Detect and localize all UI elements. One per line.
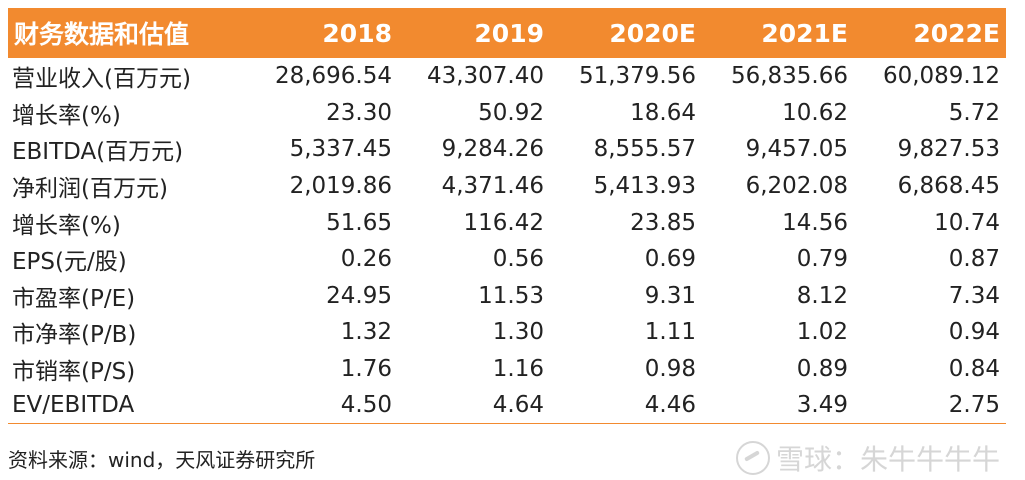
table-cell: 5,413.93 bbox=[593, 173, 696, 200]
row-label: 增长率(%) bbox=[12, 212, 121, 239]
table-cell: 9,457.05 bbox=[745, 136, 848, 163]
table-cell: 0.26 bbox=[340, 246, 392, 273]
row-label: 增长率(%) bbox=[12, 102, 121, 129]
table-cell: 0.89 bbox=[796, 356, 848, 383]
table-cell: 4,371.46 bbox=[441, 173, 544, 200]
table-cell: 0.69 bbox=[644, 246, 696, 273]
table-cell: 1.16 bbox=[492, 356, 544, 383]
table-footer: 资料来源：wind，天风证券研究所 雪球：朱牛牛牛牛 bbox=[8, 441, 1006, 476]
table-cell: 4.46 bbox=[550, 387, 702, 425]
row-label: 营业收入(百万元) bbox=[12, 66, 191, 93]
watermark: 雪球：朱牛牛牛牛 bbox=[735, 438, 1000, 478]
table-cell: 9,284.26 bbox=[441, 136, 544, 163]
header-cell-label: 财务数据和估值 bbox=[14, 20, 190, 49]
table-cell: 10.62 bbox=[782, 99, 848, 126]
row-label: EV/EBITDA bbox=[8, 387, 258, 425]
header-cell-2022e: 2022E bbox=[913, 18, 1000, 48]
table-cell: 0.87 bbox=[948, 246, 1000, 273]
table-cell: 2,019.86 bbox=[289, 173, 392, 200]
header-cell-2019: 2019 bbox=[474, 18, 544, 48]
table-cell: 1.02 bbox=[796, 319, 848, 346]
table-row: 营业收入(百万元) 28,696.54 43,307.40 51,379.56 56,8… bbox=[8, 58, 1006, 95]
table-cell: 1.30 bbox=[492, 319, 544, 346]
table-row: 增长率(%) 51.65 116.42 23.85 14.56 10.74 bbox=[8, 204, 1006, 241]
financial-data-table: 财务数据和估值 2018 2019 2020E 2021E 2022E 营业收入… bbox=[8, 8, 1006, 425]
table-cell: 0.56 bbox=[492, 246, 544, 273]
table-cell: 60,089.12 bbox=[882, 63, 1000, 90]
table-row: 市销率(P/S) 1.76 1.16 0.98 0.89 0.84 bbox=[8, 351, 1006, 388]
table-cell: 116.42 bbox=[463, 209, 544, 236]
watermark-text: 雪球：朱牛牛牛牛 bbox=[775, 443, 1000, 476]
header-cell-2021e: 2021E bbox=[761, 18, 848, 48]
table-row: 净利润(百万元) 2,019.86 4,371.46 5,413.93 6,202.08… bbox=[8, 168, 1006, 205]
table-cell: 9.31 bbox=[644, 282, 696, 309]
row-label: 市销率(P/S) bbox=[12, 359, 136, 386]
table-row: EBITDA(百万元) 5,337.45 9,284.26 8,555.57 9,457… bbox=[8, 131, 1006, 168]
table-cell: 1.11 bbox=[644, 319, 696, 346]
table-cell: 14.56 bbox=[782, 209, 848, 236]
table-cell: 23.85 bbox=[630, 209, 696, 236]
snowball-logo-icon bbox=[735, 441, 770, 475]
table-cell: 8.12 bbox=[796, 282, 848, 309]
row-label: 市净率(P/B) bbox=[12, 322, 137, 349]
table-cell: 0.84 bbox=[948, 356, 1000, 383]
table-cell: 5,337.45 bbox=[289, 136, 392, 163]
table-cell: 23.30 bbox=[326, 99, 392, 126]
table-cell: 6,202.08 bbox=[745, 173, 848, 200]
row-label: 净利润(百万元) bbox=[12, 176, 168, 203]
table-cell: 9,827.53 bbox=[897, 136, 1000, 163]
source-note: 资料来源：wind，天风证券研究所 bbox=[8, 448, 316, 472]
table-cell: 3.49 bbox=[702, 387, 854, 425]
table-cell: 50.92 bbox=[478, 99, 544, 126]
header-cell-2020e: 2020E bbox=[609, 18, 696, 48]
table-cell: 51.65 bbox=[326, 209, 392, 236]
table-cell: 43,307.40 bbox=[426, 63, 544, 90]
table-cell: 0.98 bbox=[644, 356, 696, 383]
row-label: 市盈率(P/E) bbox=[12, 285, 136, 312]
table-cell: 2.75 bbox=[854, 387, 1006, 425]
table-header-row: 财务数据和估值 2018 2019 2020E 2021E 2022E bbox=[8, 8, 1006, 58]
table-cell: 0.94 bbox=[948, 319, 1000, 346]
table-cell: 0.79 bbox=[796, 246, 848, 273]
table-cell: 5.72 bbox=[948, 99, 1000, 126]
table-row: 市盈率(P/E) 24.95 11.53 9.31 8.12 7.34 bbox=[8, 278, 1006, 315]
table-cell: 7.34 bbox=[948, 282, 1000, 309]
table-cell: 28,696.54 bbox=[274, 63, 392, 90]
table-cell: 24.95 bbox=[326, 282, 392, 309]
table-cell: 6,868.45 bbox=[897, 173, 1000, 200]
table-cell: 8,555.57 bbox=[593, 136, 696, 163]
table-cell: 51,379.56 bbox=[578, 63, 696, 90]
table-cell: 11.53 bbox=[478, 282, 544, 309]
table-row: EV/EBITDA 4.50 4.64 4.46 3.49 2.75 bbox=[8, 387, 1006, 425]
table-cell: 1.76 bbox=[340, 356, 392, 383]
table-cell: 4.64 bbox=[398, 387, 550, 425]
row-label: EBITDA(百万元) bbox=[12, 139, 184, 166]
table-cell: 18.64 bbox=[630, 99, 696, 126]
table-row: 增长率(%) 23.30 50.92 18.64 10.62 5.72 bbox=[8, 95, 1006, 132]
table-cell: 1.32 bbox=[340, 319, 392, 346]
row-label: EPS(元/股) bbox=[12, 249, 127, 276]
table-cell: 4.50 bbox=[258, 387, 398, 425]
header-cell-2018: 2018 bbox=[322, 18, 392, 48]
table-cell: 56,835.66 bbox=[730, 63, 848, 90]
table-row: EPS(元/股) 0.26 0.56 0.69 0.79 0.87 bbox=[8, 241, 1006, 278]
table-row: 市净率(P/B) 1.32 1.30 1.11 1.02 0.94 bbox=[8, 314, 1006, 351]
financial-table-container: 财务数据和估值 2018 2019 2020E 2021E 2022E 营业收入… bbox=[8, 8, 1006, 425]
table-cell: 10.74 bbox=[934, 209, 1000, 236]
